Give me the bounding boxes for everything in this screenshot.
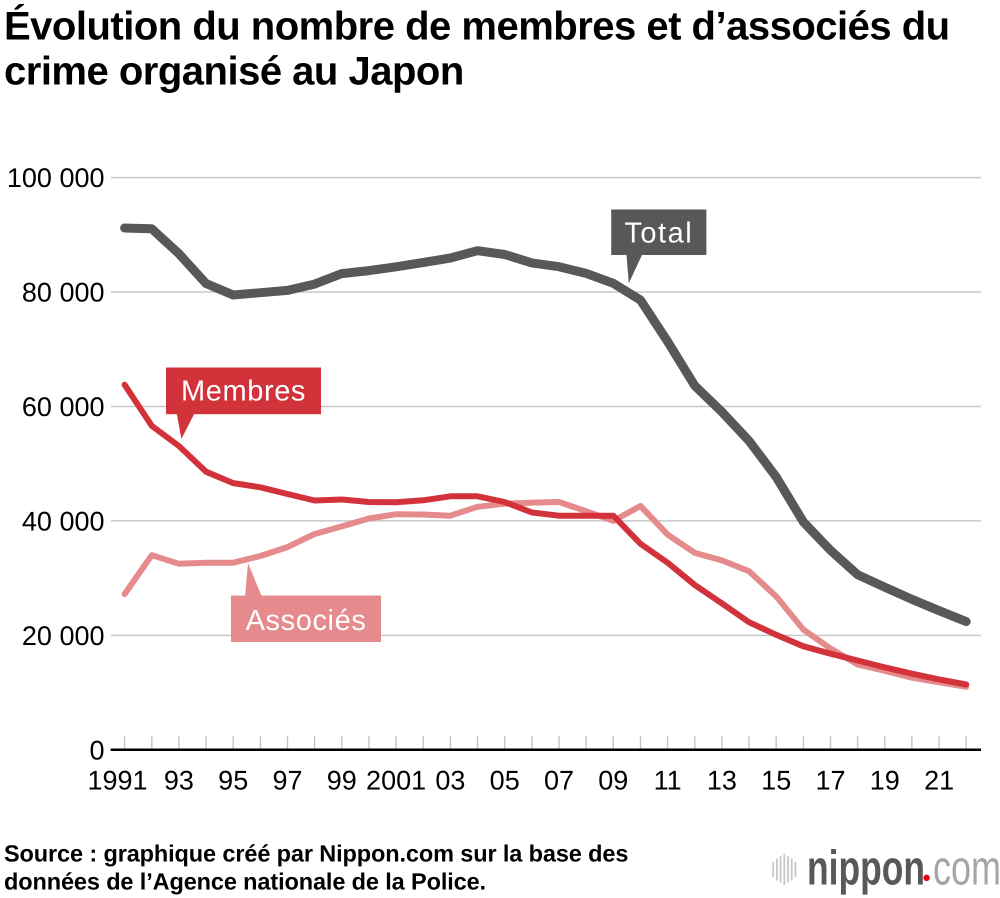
svg-text:100 000: 100 000 xyxy=(7,163,105,193)
svg-text:crime organisé au Japon: crime organisé au Japon xyxy=(4,50,464,94)
svg-text:03: 03 xyxy=(435,766,465,796)
svg-text:60 000: 60 000 xyxy=(22,392,105,422)
svg-text:93: 93 xyxy=(164,766,194,796)
svg-text:80 000: 80 000 xyxy=(22,278,105,308)
svg-text:Total: Total xyxy=(624,218,693,250)
svg-text:40 000: 40 000 xyxy=(22,507,105,537)
svg-text:Associés: Associés xyxy=(246,605,367,637)
svg-text:17: 17 xyxy=(815,766,845,796)
svg-text:Membres: Membres xyxy=(181,376,306,408)
svg-text:nippon: nippon xyxy=(807,841,925,895)
svg-text:15: 15 xyxy=(761,766,791,796)
svg-text:11: 11 xyxy=(654,766,682,796)
svg-text:13: 13 xyxy=(707,766,737,796)
svg-text:95: 95 xyxy=(218,766,248,796)
svg-text:0: 0 xyxy=(89,735,104,765)
svg-text:20 000: 20 000 xyxy=(22,621,105,651)
svg-text:07: 07 xyxy=(544,766,574,796)
svg-text:97: 97 xyxy=(272,766,302,796)
svg-text:05: 05 xyxy=(490,766,520,796)
svg-text:09: 09 xyxy=(598,766,628,796)
svg-text:1991: 1991 xyxy=(87,766,147,796)
svg-text:Source : graphique créé par Ni: Source : graphique créé par Nippon.com s… xyxy=(4,841,628,867)
svg-text:com: com xyxy=(933,841,1000,895)
svg-text:99: 99 xyxy=(327,766,357,796)
svg-text:21: 21 xyxy=(924,766,954,796)
svg-text:2001: 2001 xyxy=(366,766,426,796)
svg-text:19: 19 xyxy=(870,766,900,796)
svg-text:Évolution du nombre de membres: Évolution du nombre de membres et d’asso… xyxy=(4,4,950,49)
svg-text:données de l’Agence nationale: données de l’Agence nationale de la Poli… xyxy=(4,869,486,895)
